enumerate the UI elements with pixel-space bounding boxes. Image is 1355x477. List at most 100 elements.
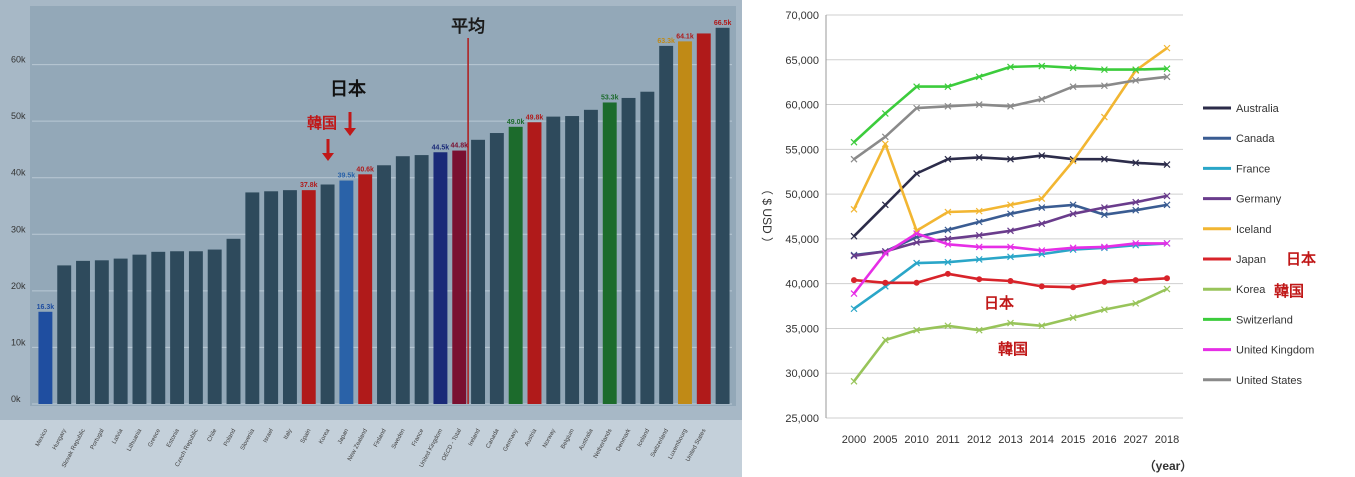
bar	[113, 258, 128, 404]
series-point	[1007, 277, 1014, 284]
series-point	[944, 102, 952, 110]
bar	[339, 180, 354, 404]
legend-label: Canada	[1236, 133, 1275, 145]
bar	[377, 165, 391, 404]
y-tick-label: 70,000	[785, 10, 819, 22]
legend-label: Switzerland	[1236, 314, 1293, 326]
korea-line-note: 韓国	[998, 340, 1028, 358]
series-point	[1132, 277, 1139, 284]
bar	[621, 97, 636, 404]
series-point	[1163, 239, 1171, 247]
series-point	[1038, 220, 1046, 228]
bar	[489, 133, 504, 404]
series-point	[1163, 285, 1171, 293]
series-point	[1132, 239, 1140, 247]
y-tick-label: 50k	[11, 111, 26, 121]
series-point	[881, 133, 889, 141]
series-point	[850, 155, 858, 163]
series-point	[850, 305, 858, 313]
x-tick-label: 2016	[1092, 434, 1116, 446]
series-point	[881, 336, 889, 344]
series-point	[975, 326, 983, 334]
series-point	[975, 153, 983, 161]
bar	[188, 251, 203, 404]
legend-label: France	[1236, 163, 1270, 175]
bar-value-label: 66.5k	[714, 20, 732, 27]
series-point	[1007, 253, 1014, 261]
bar	[132, 254, 147, 404]
series-point	[850, 138, 858, 146]
series-point	[1007, 319, 1014, 327]
series-point	[1007, 155, 1014, 163]
series-point	[1132, 198, 1140, 206]
x-tick-label: 2018	[1155, 434, 1179, 446]
series-point	[1163, 65, 1171, 73]
series-point	[975, 243, 983, 251]
series-point	[1100, 211, 1108, 219]
series-point	[1163, 44, 1171, 52]
series-point	[975, 73, 983, 81]
series-point	[913, 170, 921, 177]
y-tick-label: 10k	[11, 337, 26, 347]
bar-chart-svg: 0k 10k 20k 30k 40k 50k 60k 16.3k 37.8k 39.5k40.6k…	[0, 6, 742, 477]
bar	[471, 139, 486, 404]
y-tick-label: 35,000	[785, 323, 819, 335]
series-point	[913, 230, 921, 237]
series-point	[913, 279, 920, 286]
oecd-bar-chart-panel: 0k 10k 20k 30k 40k 50k 60k 16.3k 37.8k 39.5k 40.6k…	[0, 0, 742, 477]
series-point	[881, 140, 889, 148]
legend-label: Iceland	[1236, 224, 1271, 236]
series-point	[882, 279, 889, 286]
series-point	[913, 239, 921, 246]
series-point	[1007, 201, 1014, 209]
bar	[170, 251, 185, 404]
bar	[659, 45, 674, 404]
bar-value-label: 53.3k	[601, 94, 619, 101]
legend-label: Japan	[1236, 254, 1266, 266]
series-point	[1132, 299, 1140, 307]
bar-value-label: 63.3k	[657, 38, 675, 45]
y-tick-label: 40k	[11, 168, 26, 178]
bar	[678, 41, 692, 405]
y-tick-label: 60,000	[785, 100, 819, 112]
series-point	[1069, 83, 1077, 91]
series-point	[944, 155, 952, 163]
bar	[696, 33, 711, 404]
y-tick-label: 20k	[11, 281, 26, 291]
bar	[76, 260, 90, 404]
bar-value-label: 16.3k	[37, 304, 55, 311]
series-line	[853, 154, 1168, 238]
series-point	[1007, 102, 1014, 110]
bar	[583, 109, 598, 404]
bar	[527, 122, 542, 404]
bar	[301, 190, 316, 404]
bar	[565, 116, 580, 405]
series-point	[1038, 247, 1046, 254]
x-tick-label: 2000	[842, 434, 866, 446]
bar	[358, 174, 373, 404]
series-point	[1007, 227, 1014, 235]
bar	[715, 27, 730, 405]
series-point	[1100, 306, 1108, 314]
japan-legend-note: 日本	[1286, 250, 1316, 268]
series-point	[944, 235, 952, 243]
series-point	[850, 377, 858, 385]
y-axis-title: （ $ USD ）	[760, 183, 774, 249]
series-point	[975, 218, 983, 226]
series-point	[975, 256, 983, 263]
wage-line-chart-panel: 25,000 30,000 35,000 40,000 45,000 50,000 55,0…	[748, 0, 1355, 477]
series-point	[850, 232, 858, 240]
series-point	[1100, 204, 1108, 211]
bar	[414, 155, 429, 404]
bar-value-label: 40.6k	[356, 166, 374, 173]
y-tick-label: 40,000	[785, 279, 819, 291]
korea-label: 韓国	[307, 114, 337, 132]
bar	[452, 150, 467, 404]
x-tick-label: 2013	[998, 434, 1022, 446]
series-point	[1163, 161, 1171, 168]
bar	[94, 260, 109, 404]
series-point	[881, 201, 889, 209]
y-tick-label: 0k	[11, 394, 21, 404]
y-tick-label: 45,000	[785, 234, 819, 246]
series-point	[1038, 195, 1046, 203]
